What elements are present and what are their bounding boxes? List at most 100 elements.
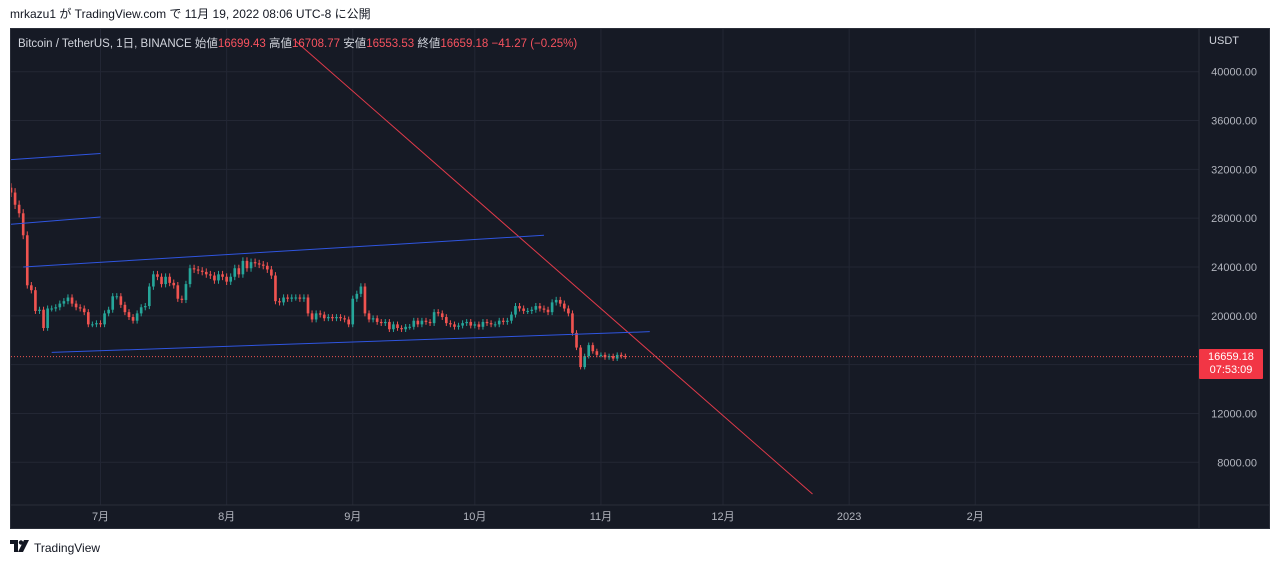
candle-body: [91, 324, 94, 326]
candle-body: [445, 317, 448, 324]
candle-body: [457, 325, 460, 327]
candle-body: [217, 274, 220, 281]
candle-body: [510, 314, 513, 321]
candle-body: [558, 299, 562, 304]
candle-body: [526, 310, 530, 312]
candle-body: [567, 308, 570, 314]
candle-body: [465, 321, 468, 324]
candle-body: [306, 297, 310, 314]
candle-body: [562, 303, 566, 309]
x-tick-label: 9月: [344, 511, 361, 523]
candle-body: [42, 309, 45, 329]
candle-body: [481, 321, 485, 327]
candle-body: [388, 321, 391, 330]
candle-body: [298, 297, 302, 299]
candle-body: [314, 313, 318, 320]
y-tick-label: 28000.00: [1211, 213, 1257, 225]
x-tick-label: 10月: [463, 511, 486, 523]
footer-brand: TradingView: [34, 541, 101, 555]
candle-body: [115, 296, 119, 298]
candle-body: [58, 303, 62, 308]
x-tick-label: 11月: [590, 511, 612, 523]
candle-body: [554, 299, 558, 303]
x-tick-label: 2023: [837, 511, 861, 523]
x-tick-label: 8月: [218, 511, 235, 523]
candle-body: [86, 312, 90, 325]
candle-body: [591, 345, 595, 352]
price-chart[interactable]: 8000.0012000.0016000.0020000.0024000.002…: [11, 29, 1269, 528]
candle-body: [408, 326, 412, 328]
candle-body: [274, 275, 277, 302]
candle-body: [493, 324, 497, 326]
candle-body: [416, 320, 420, 325]
candle-body: [30, 285, 33, 291]
candle-body: [400, 328, 403, 330]
candle-body: [95, 323, 98, 325]
candle-body: [310, 313, 314, 320]
candle-body: [514, 306, 517, 315]
candle-body: [363, 286, 367, 314]
blue-trendline: [51, 331, 650, 353]
candle-body: [21, 213, 25, 236]
candle-body: [196, 269, 200, 271]
candle-body: [188, 268, 192, 285]
candle-body: [66, 297, 70, 302]
candle-body: [143, 306, 147, 308]
candle-body: [270, 269, 273, 276]
candle-body: [571, 313, 574, 333]
candle-body: [453, 324, 456, 327]
bar-countdown: 07:53:09: [1209, 363, 1253, 376]
candle-body: [123, 304, 127, 313]
candle-body: [249, 262, 253, 269]
close-value: 16659.18: [440, 38, 489, 50]
last-price-tag: 16659.18 07:53:09: [1199, 348, 1263, 379]
candle-body: [46, 308, 49, 329]
candle-body: [302, 297, 306, 299]
candle-body: [318, 313, 322, 315]
candle-body: [379, 321, 383, 324]
candle-body: [17, 204, 21, 214]
candle-body: [355, 293, 359, 299]
ohlc-legend: Bitcoin / TetherUS, 1日, BINANCE 始値16699.…: [18, 35, 577, 51]
candle-body: [359, 286, 363, 294]
candle-body: [322, 314, 326, 319]
plot-background: [11, 29, 1269, 528]
candle-body: [50, 308, 54, 310]
candle-body: [225, 276, 228, 282]
candle-body: [575, 332, 578, 348]
candle-body: [436, 312, 440, 314]
y-tick-label: 32000.00: [1211, 164, 1257, 176]
candle-body: [160, 276, 163, 285]
candle-body: [587, 345, 591, 357]
candle-body: [213, 275, 216, 281]
y-tick-label: 12000.00: [1211, 408, 1257, 420]
candle-body: [583, 356, 586, 368]
x-tick-label: 12月: [711, 511, 734, 523]
candle-body: [253, 262, 257, 264]
candle-body: [34, 290, 37, 311]
candle-body: [209, 274, 212, 276]
chart-area[interactable]: 8000.0012000.0016000.0020000.0024000.002…: [10, 28, 1270, 529]
candle-body: [261, 264, 265, 266]
candle-body: [335, 317, 338, 319]
candle-body: [13, 192, 17, 205]
candle-body: [286, 297, 289, 299]
change-value: −41.27 (−0.25%): [491, 38, 578, 50]
high-label: 高値: [269, 38, 293, 50]
blue-trendline: [23, 234, 545, 268]
candle-body: [74, 303, 78, 308]
candle-body: [176, 285, 180, 299]
candle-body: [156, 274, 159, 277]
symbol-label[interactable]: Bitcoin / TetherUS, 1日, BINANCE: [18, 38, 192, 50]
candle-body: [343, 318, 346, 320]
candle-body: [518, 306, 521, 309]
candle-body: [229, 276, 233, 282]
open-value: 16699.43: [217, 38, 266, 50]
candle-body: [237, 268, 241, 275]
candle-body: [473, 324, 477, 326]
candle-body: [11, 187, 13, 193]
candle-body: [327, 317, 330, 319]
candle-body: [538, 306, 542, 309]
candle-body: [139, 307, 143, 314]
candle-body: [530, 309, 534, 311]
